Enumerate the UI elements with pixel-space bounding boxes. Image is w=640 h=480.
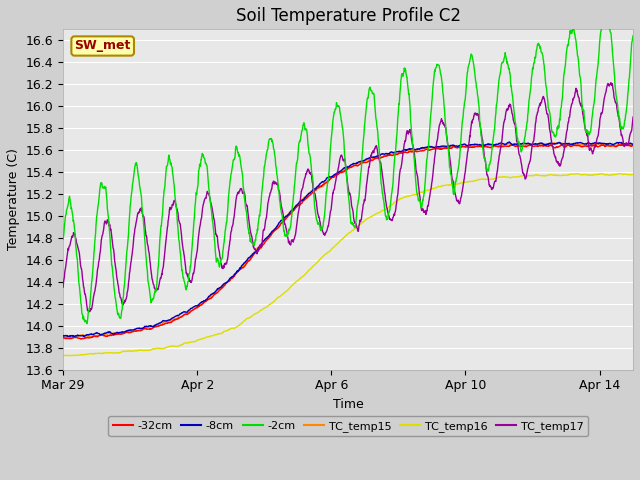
X-axis label: Time: Time — [333, 398, 364, 411]
Legend: -32cm, -8cm, -2cm, TC_temp15, TC_temp16, TC_temp17: -32cm, -8cm, -2cm, TC_temp15, TC_temp16,… — [108, 416, 588, 436]
Y-axis label: Temperature (C): Temperature (C) — [7, 149, 20, 251]
Text: SW_met: SW_met — [74, 39, 131, 52]
Title: Soil Temperature Profile C2: Soil Temperature Profile C2 — [236, 7, 461, 25]
